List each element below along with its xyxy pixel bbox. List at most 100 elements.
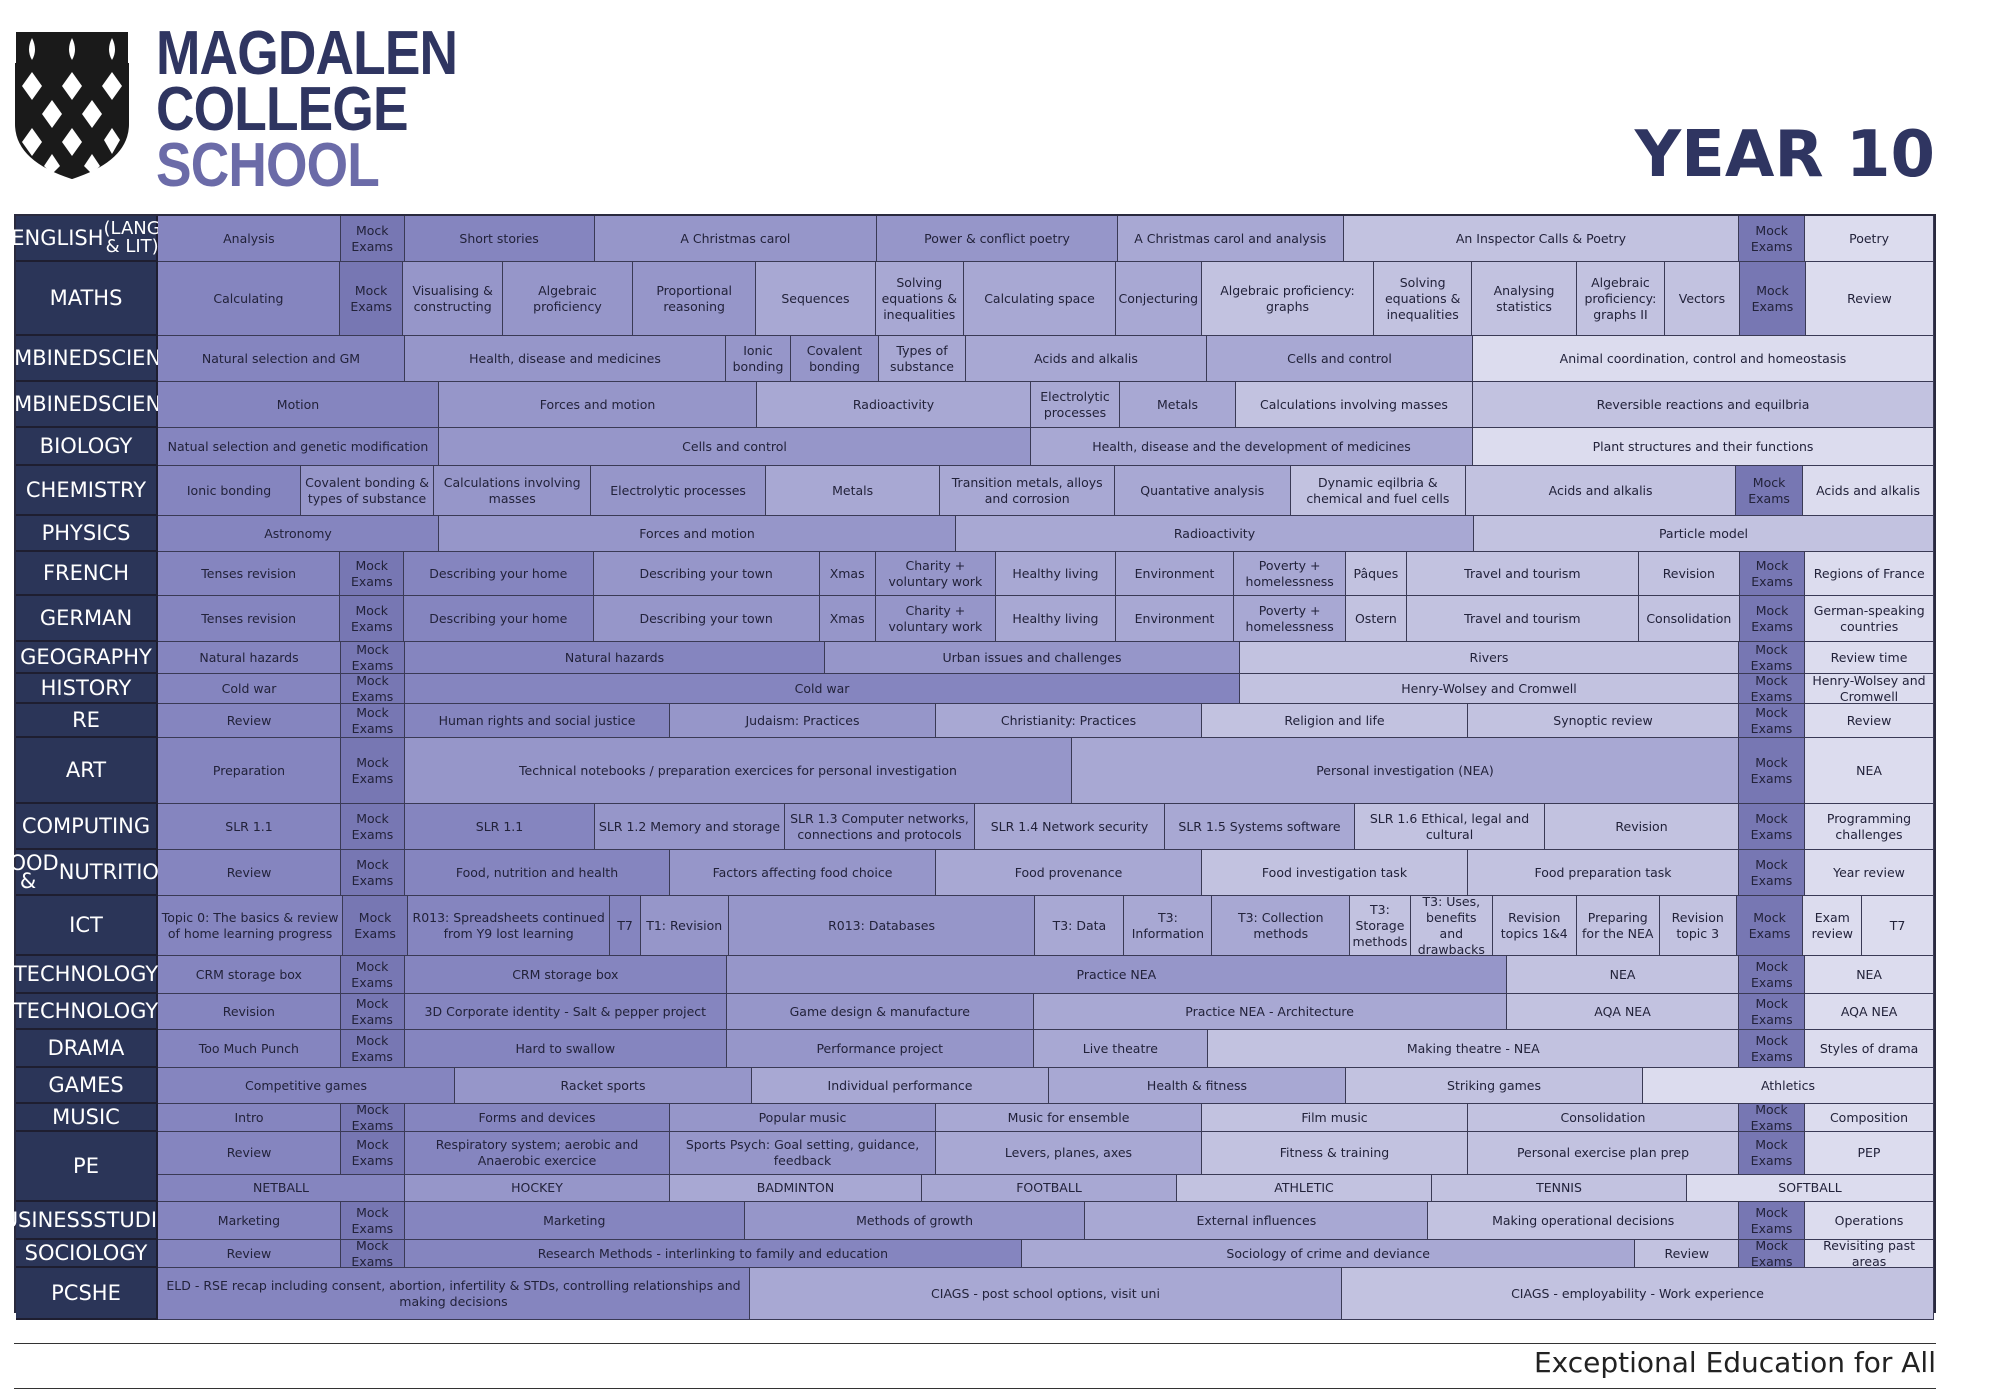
topic-cell: Calculating space: [964, 262, 1117, 336]
topic-cell: Live theatre: [1033, 1030, 1209, 1068]
topic-cell: Natural selection and GM: [158, 336, 405, 382]
topic-cell: Types of substance: [879, 336, 966, 382]
topic-cell: Metals: [1120, 382, 1236, 428]
topic-cell: Individual performance: [752, 1068, 1049, 1104]
topic-cell: Racket sports: [455, 1068, 752, 1104]
topic-cell: Rivers: [1240, 642, 1739, 674]
topic-cell: Striking games: [1346, 1068, 1643, 1104]
topic-cell: Review: [1805, 704, 1934, 738]
topic-cell: FOOTBALL: [922, 1175, 1177, 1202]
topic-cell: Pâques: [1345, 552, 1407, 596]
mock-exams-cell: Mock Exams: [340, 1030, 405, 1068]
table-row: ICT Topic 0: The basics & review of home …: [16, 896, 1934, 956]
topic-cell: R013: Spreadsheets continued from Y9 los…: [407, 896, 611, 956]
mock-exams-cell: Mock Exams: [339, 262, 404, 336]
topic-cell: NEA: [1506, 956, 1740, 994]
topic-cell: CIAGS - employability - Work experience: [1342, 1268, 1934, 1320]
mock-exams-cell: Mock Exams: [340, 1202, 405, 1240]
topic-cell: Ostern: [1345, 596, 1407, 642]
subject-label-line: ICT: [69, 913, 103, 937]
topic-cell: Poverty + homelessness: [1234, 596, 1346, 642]
topic-cell: Composition: [1805, 1104, 1934, 1132]
topic-cell: Power & conflict poetry: [877, 216, 1118, 262]
topic-cell: Forms and devices: [405, 1104, 670, 1132]
topic-cell: SLR 1.5 Systems software: [1165, 804, 1355, 850]
topic-cell: Methods of growth: [744, 1202, 1086, 1240]
subject-label-line: COMBINED: [0, 346, 98, 370]
topic-cell: Short stories: [404, 216, 595, 262]
topic-cell: AQA NEA: [1506, 994, 1740, 1030]
topic-cell: TENNIS: [1432, 1175, 1687, 1202]
topic-cell: Describing your home: [404, 552, 594, 596]
topic-cell: CRM storage box: [404, 956, 728, 994]
mock-exams-cell: Mock Exams: [341, 1132, 405, 1175]
table-row: PCSHE ELD - RSE recap including consent, …: [16, 1268, 1934, 1320]
topic-cell: Health & fitness: [1049, 1068, 1346, 1104]
topic-cell: Covalent bonding: [791, 336, 879, 382]
topic-cell: Vectors: [1664, 262, 1741, 336]
topic-cell: SLR 1.1: [158, 804, 341, 850]
topic-cell: T7: [610, 896, 641, 956]
topic-cell: Environment: [1115, 596, 1235, 642]
topic-cell: Proportional reasoning: [633, 262, 757, 336]
table-row: BUSINESSSTUDIESMarketingMock ExamsMarket…: [0, 1202, 1934, 1240]
table-row: TECHNOLOGY Revision Mock Exams 3D Corporate…: [14, 994, 1934, 1030]
topic-cell: T3: Collection methods: [1212, 896, 1351, 956]
topic-cell: R013: Databases: [728, 896, 1036, 956]
topic-cell: Personal investigation (NEA): [1072, 738, 1739, 804]
footer-divider: [14, 1343, 1936, 1344]
topic-cell: Solving equations & inequalities: [1374, 262, 1472, 336]
topic-cell: Practice NEA - Architecture: [1033, 994, 1507, 1030]
topic-cell: Year review: [1805, 850, 1934, 896]
topic-cell: Factors affecting food choice: [670, 850, 936, 896]
topic-cell: Algebraic proficiency: graphs II: [1577, 262, 1665, 336]
mock-exams-cell: Mock Exams: [340, 552, 405, 596]
mock-exams-cell: Mock Exams: [1739, 1104, 1805, 1132]
topic-cell: Conjecturing: [1116, 262, 1202, 336]
mock-exams-cell: Mock Exams: [340, 596, 405, 642]
subject-label-line: RE: [72, 708, 100, 732]
topic-cell: Natural hazards: [158, 642, 341, 674]
subject-label: DRAMA: [16, 1030, 158, 1068]
topic-cell: Styles of drama: [1805, 1030, 1934, 1068]
topic-cell: SLR 1.6 Ethical, legal and cultural: [1355, 804, 1545, 850]
topic-cell: CRM storage box: [158, 956, 341, 994]
topic-cell: Healthy living: [996, 552, 1116, 596]
topic-cell: Environment: [1115, 552, 1235, 596]
table-row: COMPUTING SLR 1.1 Mock Exams SLR 1.1 SLR 1.2…: [16, 804, 1934, 850]
topic-cell: Visualising & constructing: [403, 262, 503, 336]
subject-label-line: PE: [73, 1154, 99, 1178]
subject-label-line: FOOD &: [0, 851, 59, 893]
topic-cell: NEA: [1805, 956, 1934, 994]
table-row: HISTORY Cold war Mock Exams Cold war Henry-W…: [16, 674, 1934, 704]
topic-cell: Review: [1635, 1240, 1740, 1268]
mock-exams-cell: Mock Exams: [341, 738, 405, 804]
topic-cell: HOCKEY: [405, 1175, 670, 1202]
subject-label: RE: [16, 704, 158, 738]
topic-cell: Food investigation task: [1202, 850, 1468, 896]
topic-cell: SLR 1.3 Computer networks, connections a…: [785, 804, 975, 850]
mock-exams-cell: Mock Exams: [1739, 704, 1805, 738]
topic-cell: Electrolytic processes: [591, 466, 766, 516]
table-row: PHYSICS Astronomy Forces and motion Radioac…: [16, 516, 1934, 552]
topic-cell: Calculating: [158, 262, 340, 336]
curriculum-grid: ENGLISH (LANG & LIT) Analysis Mock Exams Sho…: [0, 214, 1936, 1320]
topic-cell: Consolidation: [1638, 596, 1740, 642]
topic-cell: Review: [158, 850, 341, 896]
topic-cell: Cells and control: [1207, 336, 1473, 382]
topic-cell: Personal exercise plan prep: [1468, 1132, 1739, 1175]
mock-exams-cell: Mock Exams: [340, 216, 405, 262]
subject-label-line: HISTORY: [40, 676, 132, 700]
topic-cell: T3: Data: [1035, 896, 1125, 956]
subject-label-line: CHEMISTRY: [25, 478, 147, 502]
subject-label: ICT: [16, 896, 158, 956]
mock-exams-cell: Mock Exams: [340, 994, 405, 1030]
subject-label: BIOLOGY: [16, 428, 158, 466]
topic-cell: German-speaking countries: [1805, 596, 1934, 642]
subject-label: COMBINEDSCIENCE: [0, 336, 189, 382]
topic-cell: Exam review: [1803, 896, 1863, 956]
topic-cell: Cells and control: [439, 428, 1031, 466]
subject-label-line: MATHS: [49, 286, 123, 310]
topic-cell: Human rights and social justice: [405, 704, 670, 738]
table-row: ART Preparation Mock Exams Technical notebo…: [16, 738, 1934, 804]
